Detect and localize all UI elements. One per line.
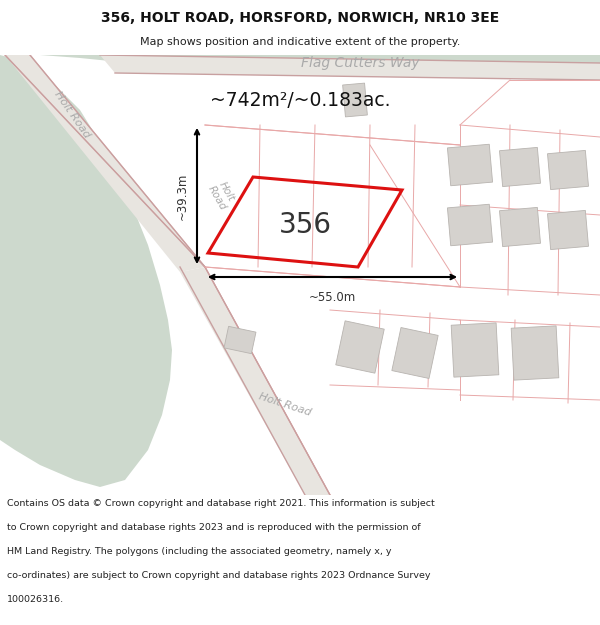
- Polygon shape: [180, 267, 330, 495]
- Text: Holt Road: Holt Road: [52, 90, 92, 140]
- Text: Holt Road: Holt Road: [257, 392, 313, 418]
- Text: 100026316.: 100026316.: [7, 595, 64, 604]
- Polygon shape: [500, 208, 541, 247]
- Text: Map shows position and indicative extent of the property.: Map shows position and indicative extent…: [140, 38, 460, 48]
- Text: Flag Cutters Way: Flag Cutters Way: [301, 56, 419, 70]
- Text: 356, HOLT ROAD, HORSFORD, NORWICH, NR10 3EE: 356, HOLT ROAD, HORSFORD, NORWICH, NR10 …: [101, 11, 499, 25]
- Text: Contains OS data © Crown copyright and database right 2021. This information is : Contains OS data © Crown copyright and d…: [7, 499, 435, 508]
- Polygon shape: [336, 321, 384, 373]
- Polygon shape: [5, 55, 205, 272]
- Polygon shape: [0, 55, 172, 487]
- Polygon shape: [448, 144, 493, 186]
- Polygon shape: [448, 204, 493, 246]
- Polygon shape: [224, 326, 256, 354]
- Text: HM Land Registry. The polygons (including the associated geometry, namely x, y: HM Land Registry. The polygons (includin…: [7, 547, 392, 556]
- Text: ~39.3m: ~39.3m: [176, 173, 189, 219]
- Text: ~55.0m: ~55.0m: [309, 291, 356, 304]
- Polygon shape: [100, 55, 600, 80]
- Polygon shape: [511, 326, 559, 380]
- Polygon shape: [500, 148, 541, 187]
- Polygon shape: [0, 55, 600, 80]
- Text: to Crown copyright and database rights 2023 and is reproduced with the permissio: to Crown copyright and database rights 2…: [7, 523, 421, 532]
- Text: Holt
Road: Holt Road: [206, 178, 238, 212]
- Text: co-ordinates) are subject to Crown copyright and database rights 2023 Ordnance S: co-ordinates) are subject to Crown copyr…: [7, 571, 431, 580]
- Polygon shape: [548, 151, 589, 189]
- Polygon shape: [343, 83, 367, 117]
- Polygon shape: [392, 328, 438, 379]
- Polygon shape: [548, 211, 589, 249]
- Text: ~742m²/~0.183ac.: ~742m²/~0.183ac.: [210, 91, 390, 109]
- Text: 356: 356: [278, 211, 331, 239]
- Polygon shape: [451, 323, 499, 377]
